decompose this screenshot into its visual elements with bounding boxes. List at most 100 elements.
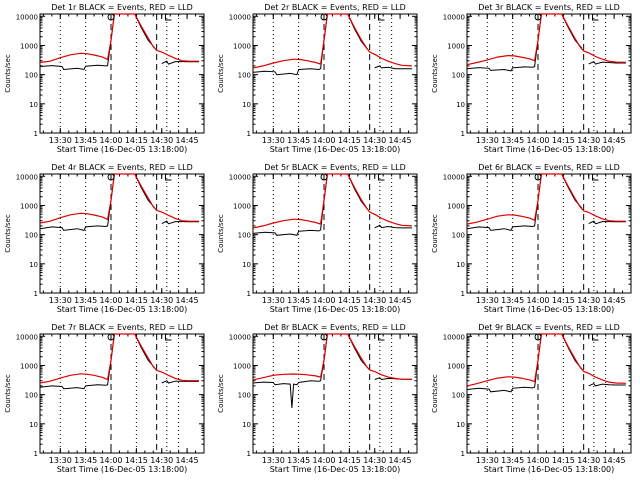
bracket-marker <box>164 334 172 341</box>
y-tick-label: 100 <box>238 72 251 80</box>
y-tick-label: 10000 <box>443 333 465 341</box>
flare-circle-marker <box>320 333 328 341</box>
x-axis-label: Start Time (16-Dec-05 13:18:00) <box>484 465 615 474</box>
panel-title: Det 4r BLACK = Events, RED = LLD <box>51 163 193 172</box>
x-tick-label: 13:45 <box>287 136 310 145</box>
bracket-marker <box>377 174 385 181</box>
x-tick-label: 13:30 <box>476 296 499 305</box>
y-tick-label: 1000 <box>447 42 465 50</box>
x-tick-label: 13:45 <box>74 136 97 145</box>
y-axis-label: Counts/sec <box>217 214 225 253</box>
lld-series-line <box>39 13 199 64</box>
x-axis-label: Start Time (16-Dec-05 13:18:00) <box>57 145 188 154</box>
flare-circle-marker <box>107 333 115 341</box>
lld-series-line <box>252 173 412 229</box>
y-tick-label: 10000 <box>443 173 465 181</box>
events-series-line <box>466 13 626 72</box>
panel-title: Det 2r BLACK = Events, RED = LLD <box>264 3 406 12</box>
lld-series-line <box>39 173 199 224</box>
y-tick-label: 100 <box>452 72 465 80</box>
bracket-marker <box>164 174 172 181</box>
flare-circle-marker <box>534 173 542 181</box>
y-tick-label: 10 <box>29 101 38 109</box>
events-series-line <box>466 173 626 231</box>
flare-circle-marker <box>107 13 115 21</box>
plot-frame <box>39 333 205 454</box>
panel-title: Det 9r BLACK = Events, RED = LLD <box>478 323 620 332</box>
y-tick-label: 1000 <box>20 362 38 370</box>
events-series-line <box>252 333 412 409</box>
x-tick-label: 14:30 <box>577 136 600 145</box>
y-tick-label: 10 <box>456 261 465 269</box>
x-tick-label: 14:30 <box>363 456 386 465</box>
plot-frame <box>252 173 418 294</box>
y-tick-label: 1 <box>34 130 38 138</box>
panel-6: Det 6r BLACK = Events, RED = LLD 1 10 100 10… <box>431 163 632 314</box>
events-series-line <box>39 13 199 71</box>
y-tick-label: 10000 <box>229 333 251 341</box>
x-tick-label: 14:00 <box>99 136 122 145</box>
y-axis-label: Counts/sec <box>431 374 439 413</box>
y-axis-label: Counts/sec <box>4 374 12 413</box>
x-tick-label: 14:15 <box>552 456 575 465</box>
x-tick-label: 14:45 <box>603 456 626 465</box>
panel-3: Det 3r BLACK = Events, RED = LLD 1 10 100 10… <box>431 3 632 154</box>
y-axis-label: Counts/sec <box>217 54 225 93</box>
panel-title: Det 6r BLACK = Events, RED = LLD <box>478 163 620 172</box>
y-tick-label: 10000 <box>229 173 251 181</box>
x-axis-label: Start Time (16-Dec-05 13:18:00) <box>57 465 188 474</box>
y-tick-label: 1000 <box>20 202 38 210</box>
y-tick-label: 10 <box>29 421 38 429</box>
y-tick-label: 1000 <box>233 202 251 210</box>
y-tick-label: 100 <box>452 392 465 400</box>
x-axis-label: Start Time (16-Dec-05 13:18:00) <box>270 145 401 154</box>
panel-2: Det 2r BLACK = Events, RED = LLD 1 10 100 10… <box>217 3 418 154</box>
bracket-marker <box>591 14 599 21</box>
y-tick-label: 1 <box>247 290 251 298</box>
flare-circle-marker <box>534 13 542 21</box>
x-tick-label: 13:30 <box>49 296 72 305</box>
lld-series-line <box>466 13 626 66</box>
y-axis-label: Counts/sec <box>431 214 439 253</box>
panel-title: Det 8r BLACK = Events, RED = LLD <box>264 323 406 332</box>
panel-7: Det 7r BLACK = Events, RED = LLD 1 10 100 10… <box>4 323 205 474</box>
lld-series-line <box>252 333 412 381</box>
x-tick-label: 14:15 <box>552 296 575 305</box>
x-tick-label: 13:45 <box>74 296 97 305</box>
events-series-line <box>39 173 199 231</box>
y-tick-label: 10 <box>242 421 251 429</box>
plot-frame <box>252 333 418 454</box>
x-tick-label: 14:30 <box>363 296 386 305</box>
y-tick-label: 10 <box>242 261 251 269</box>
bracket-marker <box>164 14 172 21</box>
x-tick-label: 13:30 <box>262 456 285 465</box>
lld-series-line <box>252 13 412 69</box>
x-tick-label: 13:30 <box>49 456 72 465</box>
x-tick-label: 14:00 <box>526 136 549 145</box>
y-tick-label: 1000 <box>233 362 251 370</box>
y-tick-label: 10 <box>456 421 465 429</box>
x-axis-label: Start Time (16-Dec-05 13:18:00) <box>484 305 615 314</box>
x-tick-label: 13:45 <box>501 296 524 305</box>
events-series-line <box>39 333 199 390</box>
y-tick-label: 1 <box>34 290 38 298</box>
panel-title: Det 3r BLACK = Events, RED = LLD <box>478 3 620 12</box>
panel-title: Det 1r BLACK = Events, RED = LLD <box>51 3 193 12</box>
y-tick-label: 1 <box>461 450 465 458</box>
panel-title: Det 7r BLACK = Events, RED = LLD <box>51 323 193 332</box>
x-axis-label: Start Time (16-Dec-05 13:18:00) <box>270 465 401 474</box>
x-tick-label: 14:15 <box>125 456 148 465</box>
x-tick-label: 14:00 <box>99 456 122 465</box>
x-axis-label: Start Time (16-Dec-05 13:18:00) <box>57 305 188 314</box>
y-tick-label: 10000 <box>16 173 38 181</box>
plot-frame <box>466 333 632 454</box>
y-tick-label: 10000 <box>443 13 465 21</box>
y-axis-label: Counts/sec <box>217 374 225 413</box>
events-series-line <box>466 333 626 393</box>
x-tick-label: 14:45 <box>603 136 626 145</box>
flare-circle-marker <box>534 333 542 341</box>
y-tick-label: 10 <box>456 101 465 109</box>
x-tick-label: 14:45 <box>389 136 412 145</box>
plot-frame <box>252 13 418 134</box>
